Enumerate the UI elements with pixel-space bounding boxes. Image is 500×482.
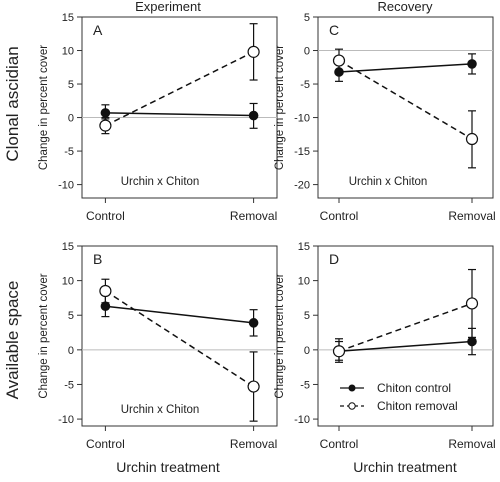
y-axis-label: Change in percent cover	[38, 273, 50, 398]
series-chiton-control	[100, 294, 259, 337]
y-tick-label: -10	[294, 113, 310, 125]
data-point	[467, 336, 477, 347]
row-title-clonal-ascidian: Clonal ascidian	[3, 46, 22, 161]
x-tick-label: Control	[320, 209, 359, 223]
legend-marker	[348, 384, 356, 392]
legend-label: Chiton control	[377, 381, 451, 395]
y-axis-label: Change in percent cover	[38, 45, 50, 170]
y-tick-label: 5	[68, 310, 74, 322]
x-tick-label: Control	[320, 437, 359, 451]
panel-a: -10 -5 0 5 10 15 Control Removal Change in perce…	[38, 12, 278, 223]
data-point	[99, 119, 112, 132]
col-title-recovery: Recovery	[378, 0, 433, 14]
panel-label: D	[329, 251, 339, 267]
data-point	[248, 318, 259, 328]
series-line	[338, 340, 473, 352]
series-chiton-control	[334, 327, 477, 361]
data-point	[100, 108, 111, 118]
data-point	[247, 45, 260, 58]
series-line	[338, 302, 473, 352]
interaction-annotation: Urchin x Chiton	[121, 176, 200, 188]
y-tick-label: 0	[68, 345, 74, 357]
panel-d: -10 -5 0 5 10 15 Control Removal Change in perce…	[274, 241, 496, 451]
series-line	[105, 305, 254, 324]
series-line	[338, 63, 473, 73]
series-chiton-removal	[99, 23, 260, 135]
panel-label: B	[93, 251, 102, 267]
y-tick-label: 0	[304, 345, 310, 357]
data-point	[99, 284, 112, 298]
interaction-annotation: Urchin x Chiton	[121, 404, 200, 416]
series-chiton-removal	[99, 278, 260, 422]
data-point	[465, 132, 479, 146]
y-tick-label: -5	[64, 146, 74, 158]
panel-c: -20 -15 -10 -5 0 5 Control Removal Change in per…	[274, 12, 496, 223]
data-point	[467, 59, 477, 69]
y-tick-label: 0	[304, 46, 310, 58]
y-axis-label: Change in percent cover	[274, 273, 286, 398]
y-tick-label: 15	[62, 12, 74, 24]
col-title-experiment: Experiment	[135, 0, 201, 14]
series-chiton-control	[334, 53, 477, 82]
panel-label: A	[93, 22, 103, 38]
y-tick-label: 5	[304, 310, 310, 322]
panel-b: -10 -5 0 5 10 15 Control Removal Change in perce…	[38, 241, 278, 451]
legend-marker	[348, 402, 356, 410]
x-tick-label: Removal	[448, 209, 495, 223]
y-tick-label: 5	[68, 79, 74, 91]
y-tick-label: -15	[294, 146, 310, 158]
panel-frame	[81, 16, 278, 199]
y-tick-label: 10	[298, 276, 310, 288]
x-tick-label: Removal	[230, 437, 277, 451]
y-tick-label: 10	[62, 276, 74, 288]
panel-frame	[81, 245, 278, 427]
x-tick-label: Removal	[448, 437, 495, 451]
y-tick-label: -5	[300, 79, 310, 91]
x-tick-label: Removal	[230, 209, 277, 223]
xlabel-experiment: Urchin treatment	[116, 459, 220, 475]
xlabel-recovery: Urchin treatment	[353, 459, 457, 475]
panel-label: C	[329, 22, 339, 38]
y-tick-label: -20	[294, 180, 310, 192]
y-tick-label: 0	[68, 113, 74, 125]
interaction-annotation: Urchin x Chiton	[349, 176, 428, 188]
series-line	[338, 59, 473, 140]
y-tick-label: 5	[304, 12, 310, 24]
y-tick-label: 15	[62, 241, 74, 253]
data-point	[247, 380, 260, 393]
legend-label: Chiton removal	[377, 399, 458, 413]
series-line	[105, 112, 254, 117]
row-title-available-space: Available space	[3, 281, 22, 400]
x-tick-label: Control	[86, 209, 125, 223]
y-tick-label: -10	[294, 414, 310, 426]
panel-frame	[317, 245, 494, 427]
y-tick-label: -5	[64, 379, 74, 391]
y-axis-label: Change in percent cover	[274, 45, 286, 170]
series-chiton-control	[100, 102, 259, 129]
y-tick-label: -5	[300, 379, 310, 391]
data-point	[332, 345, 346, 358]
panel-frame	[317, 16, 494, 199]
data-point	[465, 297, 479, 310]
data-point	[332, 54, 346, 67]
y-tick-label: -10	[58, 180, 74, 192]
series-line	[104, 290, 255, 388]
x-tick-label: Control	[86, 437, 125, 451]
y-tick-label: 15	[298, 241, 310, 253]
legend: Chiton control Chiton removal	[340, 381, 458, 413]
series-chiton-removal	[332, 48, 479, 169]
y-tick-label: 10	[62, 46, 74, 58]
series-line	[105, 51, 254, 127]
y-tick-label: -10	[58, 414, 74, 426]
series-chiton-removal	[332, 268, 479, 363]
data-point	[248, 110, 259, 121]
